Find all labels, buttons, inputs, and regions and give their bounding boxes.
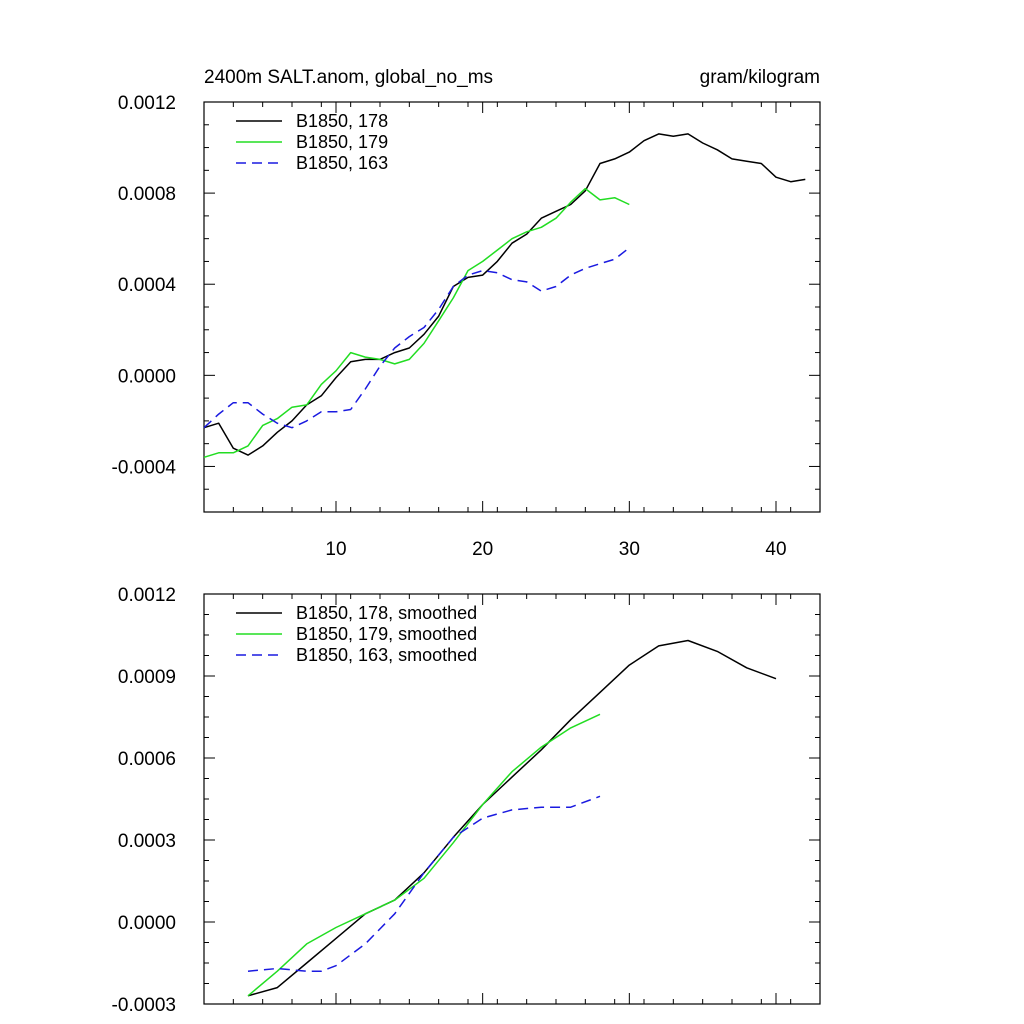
chart-panel-2: -0.0003 0.0000 0.0003 0.0006 0.0009 0.0012 B18… [112, 585, 821, 1016]
series-line-2 [247, 713, 601, 997]
x-tick-label: 10 [325, 539, 346, 560]
series-line-2 [203, 187, 630, 459]
legend-label: B1850, 179, smoothed [296, 624, 477, 644]
legend-label: B1850, 163 [296, 153, 388, 173]
series-line-1 [247, 639, 777, 997]
legend-label: B1850, 178 [296, 111, 388, 131]
y-tick-label: 0.0009 [118, 667, 176, 688]
y-tick-label: 0.0012 [118, 585, 176, 606]
y-tick-label: -0.0004 [112, 457, 177, 478]
units-label: gram/kilogram [700, 67, 820, 88]
y-tick-label: 0.0003 [118, 831, 176, 852]
series-line-3 [203, 247, 630, 429]
y-tick-label: 0.0012 [118, 93, 176, 114]
y-tick-label: 0.0006 [118, 749, 176, 770]
y-tick-label: 0.0008 [118, 184, 176, 205]
series-line-3 [247, 795, 601, 972]
x-tick-label: 40 [765, 539, 786, 560]
y-tick-label: 0.0000 [118, 913, 176, 934]
legend-label: B1850, 179 [296, 132, 388, 152]
y-tick-label: 0.0004 [118, 275, 177, 296]
chart-title: 2400m SALT.anom, global_no_ms [204, 67, 493, 88]
y-tick-label: -0.0003 [112, 995, 176, 1016]
chart-panel-1: 10 20 30 40 -0.0004 0.0000 0.0004 0.0008 0.0012 2… [112, 67, 821, 560]
legend-label: B1850, 178, smoothed [296, 603, 477, 623]
series-line-1 [203, 133, 806, 456]
y-tick-label: 0.0000 [118, 366, 176, 387]
x-tick-label: 30 [619, 539, 640, 560]
x-tick-label: 20 [472, 539, 493, 560]
legend-label: B1850, 163, smoothed [296, 645, 477, 665]
